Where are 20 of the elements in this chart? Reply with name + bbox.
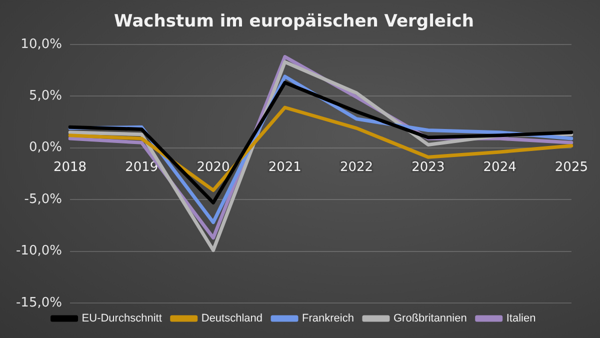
x-tick-label: 2022 [340,160,374,176]
x-tick-label: 2025 [554,160,588,176]
legend-label: Italien [506,312,536,325]
y-tick-label: 10,0% [20,36,62,52]
y-tick-label: -15,0% [16,295,62,310]
y-tick-label: 5,0% [28,88,62,104]
x-tick-label: 2018 [53,160,87,176]
legend-label: Deutschland [201,312,263,325]
legend-label: EU-Durchschnitt [82,312,162,325]
chart-title: Wachstum im europäischen Vergleich [114,12,474,32]
legend-label: Frankreich [302,312,354,325]
x-tick-label: 2019 [125,160,158,176]
y-tick-label: -5,0% [24,192,62,207]
x-tick-label: 2020 [196,160,230,176]
legend-label: Großbritannien [393,312,467,325]
x-tick-label: 2023 [412,160,445,176]
x-tick-label: 2024 [483,160,516,176]
x-tick-label: 2021 [268,160,302,176]
y-tick-label: 0,0% [28,140,62,156]
y-tick-label: -10,0% [16,244,62,259]
